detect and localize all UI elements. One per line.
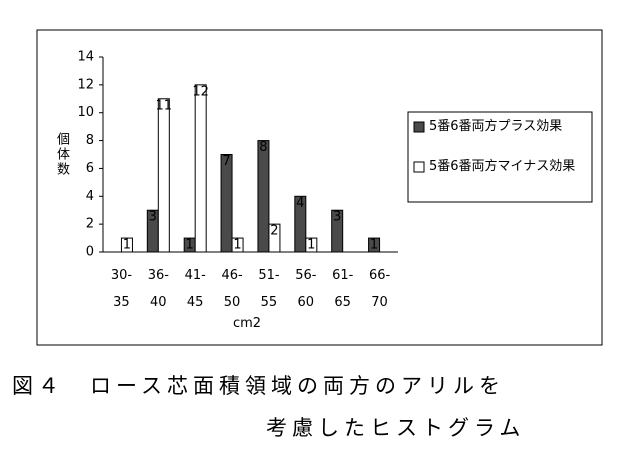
- bar: [368, 237, 381, 253]
- legend-swatch: [413, 121, 425, 133]
- y-tick-label: 12: [77, 77, 94, 92]
- y-tick-label: 10: [77, 105, 94, 120]
- x-tick-label: 66- 70: [368, 268, 391, 310]
- value-label: 3: [149, 210, 157, 225]
- legend-swatch: [413, 161, 425, 173]
- x-tick-label: 46- 50: [221, 268, 243, 310]
- legend-entry: 5番6番両方プラス効果: [429, 119, 563, 134]
- value-label: 1: [186, 238, 194, 253]
- caption-line: 考慮したヒストグラム: [266, 416, 526, 440]
- bar: [305, 237, 318, 253]
- y-axis-label: 個体数: [54, 132, 69, 177]
- x-tick-label: 61- 65: [332, 268, 354, 310]
- value-label: 1: [307, 238, 315, 253]
- chart-frame: [36, 29, 603, 346]
- y-tick-label: 14: [77, 50, 94, 65]
- x-tick-label: 30- 35: [110, 268, 133, 310]
- value-label: 7: [222, 154, 230, 169]
- bar: [120, 237, 133, 253]
- bar: [257, 140, 270, 253]
- legend-frame: [407, 111, 593, 203]
- value-label: 3: [333, 210, 341, 225]
- value-label: 1: [233, 238, 241, 253]
- value-label: 4: [296, 196, 304, 211]
- value-label: 2: [270, 224, 278, 239]
- y-tick-label: 8: [86, 133, 94, 148]
- value-label: 11: [156, 98, 173, 113]
- bar: [268, 223, 281, 253]
- bar: [157, 98, 170, 253]
- y-tick-label: 0: [86, 245, 94, 260]
- value-label: 12: [192, 84, 209, 99]
- legend-entry: 5番6番両方マイナス効果: [429, 159, 576, 174]
- x-tick-label: 36- 40: [147, 268, 169, 310]
- caption-line: 図４ ロース芯面積領域の両方のアリルを: [12, 374, 505, 398]
- value-label: 8: [259, 140, 267, 155]
- value-label: 1: [370, 238, 378, 253]
- bar: [231, 237, 244, 253]
- y-tick-label: 4: [86, 189, 94, 204]
- y-tick-label: 6: [86, 161, 94, 176]
- y-tick-label: 2: [86, 217, 94, 232]
- bar: [331, 209, 344, 253]
- bar: [294, 195, 307, 253]
- x-tick-label: 51- 55: [258, 268, 280, 310]
- bar: [220, 154, 233, 253]
- value-label: 1: [123, 238, 131, 253]
- bar: [194, 84, 207, 253]
- x-axis-label: cm2: [233, 316, 262, 331]
- x-tick-label: 41- 45: [184, 268, 206, 310]
- x-tick-label: 56- 60: [295, 268, 317, 310]
